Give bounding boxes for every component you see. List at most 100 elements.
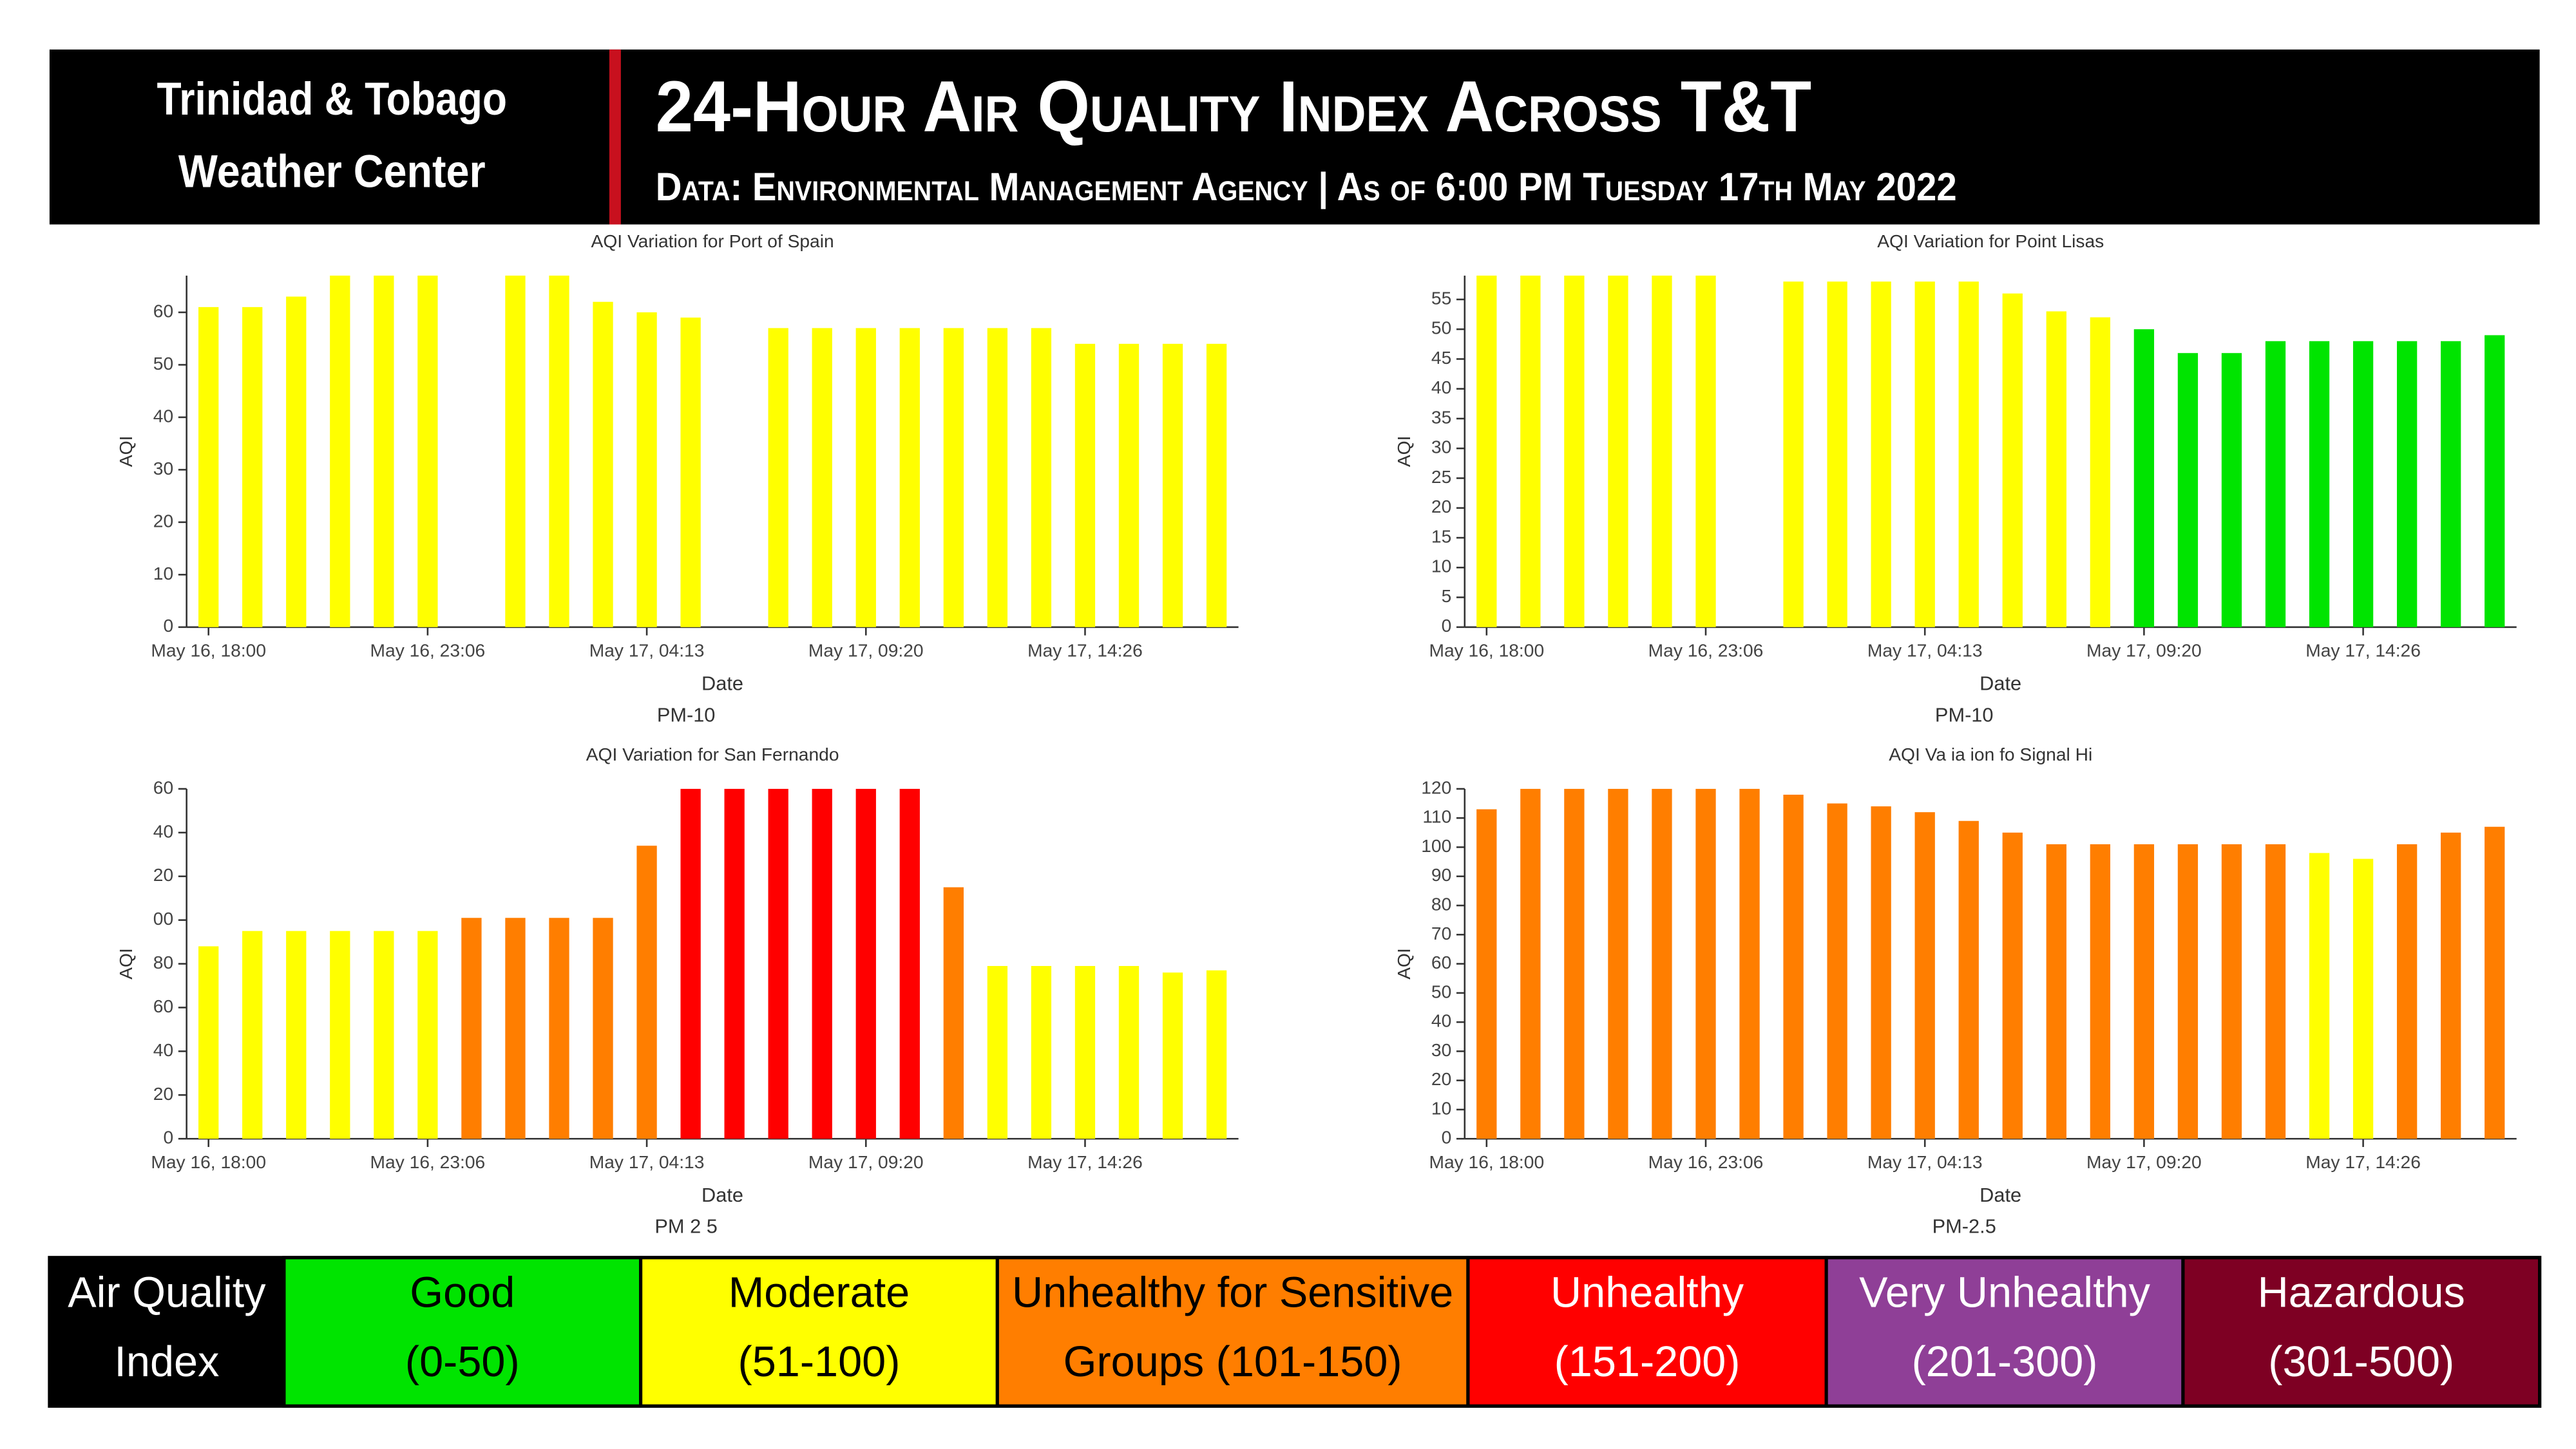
y-tick-label: 35 — [1431, 406, 1451, 427]
bar — [505, 918, 526, 1139]
bar — [461, 918, 482, 1139]
bar — [417, 275, 438, 627]
bar — [330, 275, 350, 627]
x-tick-label: May 16, 23:06 — [370, 1151, 486, 1172]
x-tick-label: May 17, 14:26 — [2305, 640, 2421, 661]
bar — [2396, 844, 2418, 1139]
chart-footer: PM-2.5 — [1932, 1215, 1996, 1238]
legend-text: Index — [114, 1338, 219, 1386]
bar — [2485, 826, 2505, 1139]
bar — [549, 275, 569, 627]
bar — [198, 307, 219, 627]
legend-text: (151-200) — [1554, 1338, 1741, 1386]
y-tick-label: 120 — [1421, 777, 1451, 797]
legend-text: Very Unhealthy — [1859, 1269, 2151, 1316]
bar — [2265, 341, 2286, 627]
legend-text: Good — [410, 1269, 515, 1316]
bar — [2309, 341, 2330, 627]
bar — [1031, 965, 1052, 1139]
header-title: 24-Hour Air Quality Index Across T&T — [656, 66, 1811, 147]
org-name: Weather Center — [178, 146, 486, 198]
bar — [2002, 293, 2023, 627]
bar — [1118, 965, 1140, 1139]
y-tick-label: 50 — [1431, 981, 1451, 1001]
bar — [855, 328, 876, 627]
bar — [242, 307, 263, 627]
header-subtitle: Data: Environmental Management Agency | … — [656, 165, 1957, 210]
bar — [768, 328, 788, 627]
bar — [549, 918, 569, 1139]
y-tick-label: 0 — [1442, 1127, 1452, 1148]
y-tick-label: 20 — [153, 864, 173, 885]
y-tick-label: 70 — [1431, 923, 1451, 943]
header-divider — [609, 49, 621, 225]
x-tick-label: May 17, 09:20 — [2086, 1151, 2202, 1172]
x-tick-label: May 17, 14:26 — [1027, 640, 1143, 661]
y-tick-label: 50 — [153, 353, 173, 374]
y-tick-label: 40 — [153, 1039, 173, 1060]
y-tick-label: 0 — [163, 615, 173, 636]
bar — [2002, 832, 2023, 1139]
bar — [899, 788, 920, 1139]
bar — [1564, 788, 1585, 1139]
chart-title: AQI Variation for Point Lisas — [1877, 231, 2104, 251]
bar — [1564, 275, 1585, 627]
bar — [1520, 788, 1541, 1139]
bar — [2177, 844, 2199, 1139]
x-tick-label: May 17, 04:13 — [1867, 640, 1983, 661]
bar — [1827, 281, 1847, 627]
bar — [1783, 794, 1804, 1139]
bar — [636, 846, 657, 1139]
x-axis-title: Date — [1980, 672, 2021, 695]
x-axis-title: Date — [1980, 1184, 2021, 1206]
chart-title: AQI Va ia ion fo Signal Hi — [1889, 744, 2092, 764]
y-tick-label: 60 — [1431, 952, 1451, 972]
y-tick-label: 00 — [153, 908, 173, 929]
legend-cell — [2181, 1256, 2542, 1408]
x-tick-label: May 16, 18:00 — [1429, 1151, 1544, 1172]
bar — [1783, 281, 1804, 627]
bar — [2396, 341, 2418, 627]
bar — [1827, 803, 1847, 1139]
y-tick-label: 20 — [153, 510, 173, 531]
legend-text: (51-100) — [738, 1338, 901, 1386]
bar — [943, 887, 964, 1139]
x-tick-label: May 17, 04:13 — [589, 1151, 705, 1172]
bar — [1162, 972, 1183, 1139]
legend: Air Quality Index Good (0-50) Moderate (51-10… — [48, 1256, 2542, 1408]
legend-cell — [1824, 1256, 2185, 1408]
bar — [1739, 788, 1760, 1139]
org-name: Trinidad & Tobago — [157, 73, 507, 125]
y-tick-label: 30 — [153, 458, 173, 478]
y-tick-label: 40 — [153, 820, 173, 841]
bar — [593, 918, 613, 1139]
y-tick-label: 80 — [1431, 893, 1451, 914]
bar — [374, 275, 394, 627]
bar — [1652, 275, 1672, 627]
legend-text: Unhealthy for Sensitive — [1012, 1269, 1453, 1316]
y-tick-label: 20 — [1431, 496, 1451, 516]
y-tick-label: 40 — [153, 405, 173, 426]
bar — [1695, 788, 1716, 1139]
y-tick-label: 25 — [1431, 466, 1451, 487]
y-tick-label: 110 — [1422, 806, 1451, 827]
bar — [2441, 341, 2461, 627]
y-tick-label: 30 — [1431, 437, 1451, 457]
legend-text: (0-50) — [405, 1338, 520, 1386]
bar — [724, 788, 745, 1139]
bar — [1652, 788, 1672, 1139]
bar — [1520, 275, 1541, 627]
bar — [1958, 281, 1979, 627]
legend-text: Groups (101-150) — [1064, 1338, 1402, 1386]
x-axis-title: Date — [701, 672, 743, 695]
bar — [1206, 343, 1227, 627]
bar — [1695, 275, 1716, 627]
y-tick-label: 80 — [153, 952, 173, 972]
x-axis-title: Date — [701, 1184, 743, 1206]
x-tick-label: May 16, 18:00 — [151, 640, 266, 661]
y-tick-label: 20 — [1431, 1068, 1451, 1089]
bar — [812, 788, 832, 1139]
y-tick-label: 30 — [1431, 1039, 1451, 1060]
bar — [2265, 844, 2286, 1139]
